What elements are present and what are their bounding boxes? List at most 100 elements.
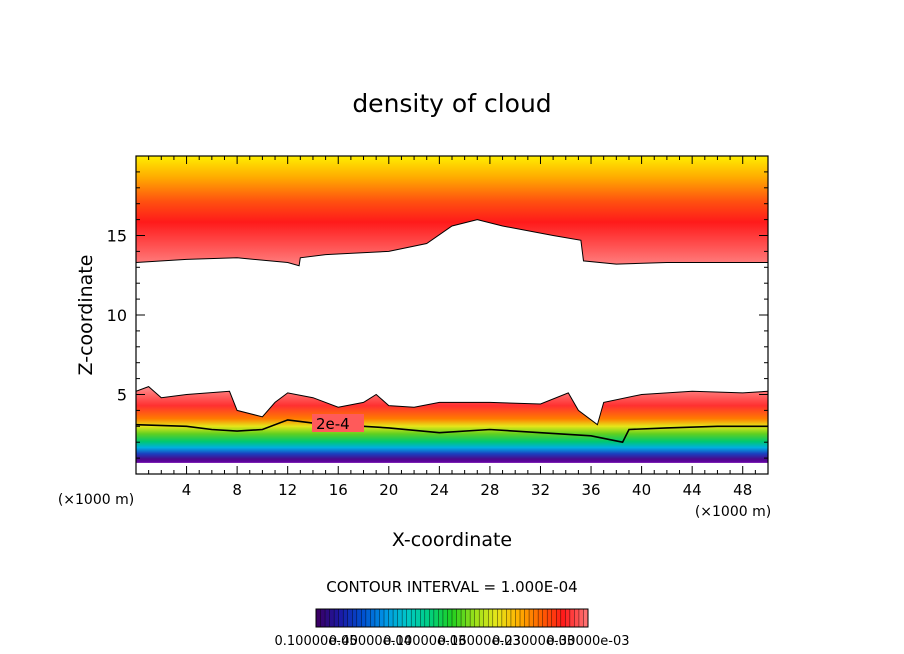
colorbar-swatch [533, 609, 539, 627]
lower-cloud-layer [136, 386, 768, 463]
colorbar-swatch [529, 609, 534, 627]
lower-boundary-contour [136, 386, 768, 426]
colorbar-swatch [583, 609, 589, 627]
colorbar-swatch [393, 609, 398, 627]
colorbar-swatch [461, 609, 466, 627]
x-tick-label: 8 [232, 481, 242, 499]
colorbar-swatch [402, 609, 407, 627]
colorbar-swatch [329, 609, 335, 627]
colorbar-swatch [347, 609, 353, 627]
y-axis-label: Z-coordinate [75, 255, 97, 376]
chart-title: density of cloud [352, 89, 551, 118]
colorbar-swatch [569, 609, 575, 627]
colorbar-swatch [574, 609, 580, 627]
colorbar-swatch [506, 609, 512, 627]
contour-2e-4-line [136, 419, 768, 444]
colorbar-swatch [470, 609, 475, 627]
colorbar-tick-label: 0.16000e-03 [438, 634, 521, 649]
colorbar-swatch [370, 609, 376, 627]
colorbar-swatch [356, 609, 362, 627]
x-axis-ticks: 4 8 12 16 20 24 28 32 36 40 44 48 [182, 156, 752, 499]
colorbar-tick-label: 0.10000e-05 [275, 634, 358, 649]
colorbar-swatch [515, 609, 521, 627]
colorbar [315, 609, 589, 627]
colorbar-swatch [411, 609, 417, 627]
colorbar-tick-label: 0.40000e-04 [329, 634, 412, 649]
y-tick-label: 15 [107, 227, 127, 246]
colorbar-swatch [379, 609, 385, 627]
x-unit-right: (×1000 m) [695, 504, 771, 520]
colorbar-swatch [424, 609, 430, 627]
x-tick-label: 36 [581, 481, 600, 499]
colorbar-swatch [447, 609, 453, 627]
y-tick-label: 5 [117, 386, 127, 405]
x-tick-label: 24 [430, 481, 449, 499]
colorbar-swatch [520, 609, 525, 627]
y-tick-label: 10 [107, 306, 127, 325]
colorbar-swatch [415, 609, 421, 627]
colorbar-tick-label: 0.10000e-03 [383, 634, 466, 649]
x-tick-label: 28 [480, 481, 499, 499]
x-tick-label: 4 [182, 481, 192, 499]
contour-label: 2e-4 [316, 415, 350, 433]
colorbar-swatch [542, 609, 548, 627]
colorbar-swatch [433, 609, 439, 627]
x-unit-left: (×1000 m) [58, 492, 134, 508]
x-tick-label: 44 [683, 481, 702, 499]
colorbar-swatch [497, 609, 503, 627]
colorbar-swatch [547, 609, 553, 627]
x-tick-label: 16 [329, 481, 348, 499]
colorbar-tick-label: 0.23000e-03 [492, 634, 575, 649]
contour-label-background [312, 414, 364, 432]
colorbar-swatch [560, 609, 566, 627]
x-tick-label: 12 [278, 481, 297, 499]
colorbar-swatch [320, 609, 326, 627]
colorbar-swatch [406, 609, 412, 627]
x-axis-label: X-coordinate [392, 529, 512, 551]
colorbar-swatch [438, 609, 444, 627]
x-tick-label: 32 [531, 481, 550, 499]
y-minor-ticks [136, 171, 768, 459]
colorbar-swatch [538, 609, 543, 627]
colorbar-swatch [338, 609, 344, 627]
colorbar-swatch [479, 609, 485, 627]
colorbar-swatch [578, 609, 584, 627]
colorbar-swatch [316, 609, 321, 627]
colorbar-swatch [429, 609, 435, 627]
x-tick-label: 40 [632, 481, 651, 499]
x-minor-ticks [148, 156, 756, 474]
colorbar-swatch [384, 609, 389, 627]
colorbar-swatch [510, 609, 516, 627]
colorbar-swatch [365, 609, 371, 627]
colorbar-swatch [551, 609, 557, 627]
colorbar-swatch [343, 609, 349, 627]
colorbar-swatch [325, 609, 330, 627]
contour-interval-text: CONTOUR INTERVAL = 1.000E-04 [326, 578, 577, 596]
colorbar-swatch [488, 609, 494, 627]
upper-clear-region [136, 219, 768, 347]
colorbar-swatch [456, 609, 462, 627]
plot-area: 2e-4 [136, 156, 768, 463]
colorbar-swatch [334, 609, 339, 627]
colorbar-swatch [524, 609, 530, 627]
colorbar-labels: 0.10000e-050.40000e-040.10000e-030.16000… [275, 634, 630, 649]
colorbar-swatch [556, 609, 562, 627]
colorbar-swatch [474, 609, 480, 627]
upper-boundary-contour [136, 219, 768, 267]
colorbar-swatch [501, 609, 507, 627]
colorbar-swatch [465, 609, 471, 627]
colorbar-swatch [483, 609, 489, 627]
colorbar-swatch [420, 609, 426, 627]
y-axis-ticks: 5 10 15 [107, 227, 768, 405]
colorbar-tick-label: 0.30000e-03 [547, 634, 630, 649]
colorbar-swatch [388, 609, 394, 627]
x-tick-label: 20 [379, 481, 398, 499]
colorbar-swatch [352, 609, 358, 627]
colorbar-swatch [397, 609, 403, 627]
colorbar-swatch [492, 609, 498, 627]
colorbar-swatch [374, 609, 380, 627]
colorbar-swatch [361, 609, 367, 627]
x-tick-label: 48 [733, 481, 752, 499]
colorbar-swatch [565, 609, 571, 627]
